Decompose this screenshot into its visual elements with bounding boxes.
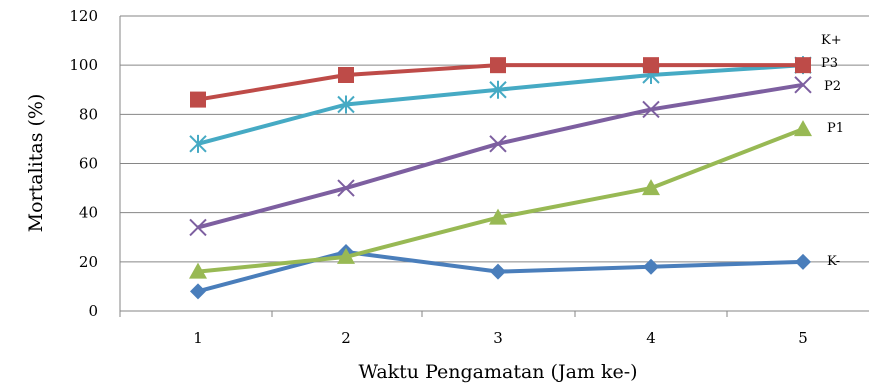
series-line: [197, 63, 804, 146]
y-tick-label: 20: [79, 253, 98, 271]
data-point: [189, 134, 207, 153]
x-tick-label: 4: [646, 329, 656, 347]
axes: [119, 16, 869, 317]
y-tick-labels: 0 20 40 60 80 100 120: [69, 7, 98, 320]
data-point: [337, 247, 355, 264]
y-tick-label: 80: [79, 105, 98, 123]
data-point: [489, 208, 507, 225]
data-point: [643, 57, 659, 74]
data-point: [338, 67, 354, 83]
data-point: [190, 283, 206, 300]
series-p2: [189, 76, 812, 237]
x-tick-label: 2: [341, 329, 351, 347]
data-point: [642, 179, 660, 196]
series-end-labels: K- P1 P2 P3 K+: [821, 33, 844, 269]
series-label: K-: [827, 254, 840, 269]
series-label: P3: [821, 56, 838, 71]
y-tick-label: 60: [79, 155, 98, 173]
data-point: [489, 80, 507, 99]
data-point: [189, 218, 207, 237]
y-tick-label: 100: [69, 56, 98, 74]
x-tick-labels: 1 2 3 4 5: [193, 329, 808, 347]
data-point: [489, 135, 507, 153]
x-tick-label: 1: [193, 329, 203, 347]
data-point: [795, 253, 811, 270]
series-kminus: [190, 244, 811, 300]
series-line: [197, 127, 804, 274]
series-line: [197, 82, 804, 230]
series-kplus: [190, 57, 811, 108]
data-point: [337, 179, 355, 197]
gridlines: [120, 15, 869, 263]
y-tick-label: 120: [69, 7, 98, 25]
x-tick-label: 3: [493, 329, 503, 347]
series-label: P1: [827, 121, 844, 136]
series-p1: [189, 120, 812, 279]
series-label: P2: [824, 79, 841, 94]
data-point: [190, 91, 206, 108]
y-axis-title: Mortalitas (%): [25, 94, 47, 233]
series-label: K+: [821, 33, 842, 48]
data-point: [794, 76, 812, 94]
y-tick-label: 40: [79, 204, 98, 222]
y-tick-label: 0: [88, 302, 98, 320]
data-point: [643, 258, 659, 275]
data-point: [642, 100, 660, 119]
data-point: [795, 57, 811, 74]
data-point: [794, 120, 812, 137]
series-group: [189, 56, 812, 300]
x-axis-title: Waktu Pengamatan (Jam ke-): [358, 361, 637, 383]
data-point: [189, 262, 207, 279]
data-point: [337, 95, 355, 114]
data-point: [490, 263, 506, 280]
x-tick-label: 5: [798, 329, 808, 347]
data-point: [490, 57, 506, 74]
